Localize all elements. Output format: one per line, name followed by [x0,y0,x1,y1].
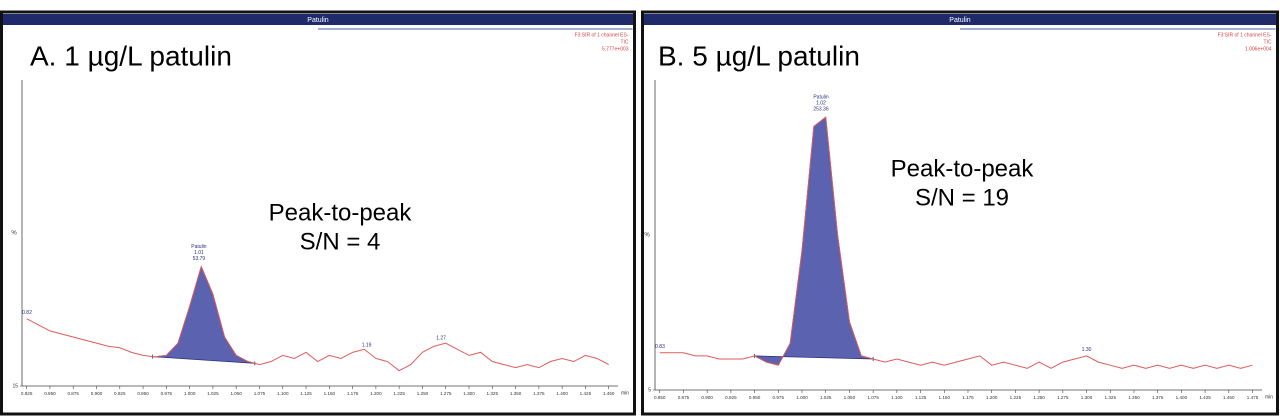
trace-info: F3:SIR of 1 channel ES- [1218,32,1272,38]
x-tick-label: 1.100 [277,391,289,396]
x-tick-label: 0.950 [749,395,761,400]
x-tick-label: 1.225 [1010,395,1022,400]
x-tick-label: 1.350 [510,391,522,396]
signal-trace [659,116,1253,369]
x-tick-label: 1.425 [580,391,592,396]
x-tick-label: 1.050 [230,391,242,396]
x-tick-label: 1.350 [1128,395,1140,400]
retention-label: 1.30 [1082,347,1092,353]
x-tick-label: 1.250 [417,391,429,396]
trace-info: F3:SIR of 1 channel ES- [575,32,629,38]
x-tick-label: 0.950 [137,391,149,396]
x-tick-label: 1.375 [533,391,545,396]
header-bar [644,14,1276,25]
x-tick-label: 1.100 [891,395,903,400]
retention-label: 1.27 [436,336,446,342]
x-tick-label: 0.925 [114,391,126,396]
x-tick-label: 1.175 [962,395,974,400]
y-tick-label: 5 [648,387,651,393]
x-tick-label: 1.125 [300,391,312,396]
x-tick-label: 1.150 [324,391,336,396]
panel-frame [641,10,1279,416]
peak-area-label: 253.36 [813,107,829,113]
sn-annotation: Peak-to-peak [269,199,413,226]
peak-area [152,265,255,364]
retention-label: 0.82 [22,310,32,316]
x-tick-label: 1.375 [1152,395,1164,400]
sn-annotation: Peak-to-peak [891,155,1035,182]
trace-info: 1.006e+004 [1245,46,1272,52]
x-tick-label: 1.325 [487,391,499,396]
x-tick-label: 1.275 [440,391,452,396]
x-tick-label: 1.425 [1199,395,1211,400]
panel-title: Patulin [307,17,329,24]
x-tick-label: 0.825 [21,391,33,396]
x-tick-label: 0.900 [91,391,103,396]
sn-annotation: S/N = 4 [300,228,381,255]
x-tick-label: 1.050 [844,395,856,400]
x-tick-label: 1.250 [1033,395,1045,400]
sn-annotation: S/N = 19 [915,184,1009,211]
x-tick-label: 1.400 [556,391,568,396]
x-tick-label: 1.150 [939,395,951,400]
peak-area-label: 53.79 [193,256,206,262]
x-tick-label: 0.975 [161,391,173,396]
x-tick-label: 1.400 [1176,395,1188,400]
x-tick-label: 0.900 [701,395,713,400]
x-tick-label: 1.200 [370,391,382,396]
x-tick-label: 1.200 [986,395,998,400]
x-tick-label: 1.475 [1247,395,1259,400]
x-tick-label: 1.325 [1105,395,1117,400]
x-tick-label: 0.875 [678,395,690,400]
peak-rt: 1.02 [816,101,826,107]
x-tick-label: 1.450 [1223,395,1235,400]
peak-name: Patulin [191,244,207,250]
x-tick-label: 1.125 [915,395,927,400]
x-tick-label: 1.175 [347,391,359,396]
trace-info: 5.777e+003 [602,46,629,52]
x-unit-label: min [621,390,629,396]
x-tick-label: 1.300 [463,391,475,396]
header-bar [3,14,633,25]
x-tick-label: 1.450 [603,391,615,396]
peak-rt: 1.01 [194,250,204,256]
signal-trace [26,265,609,372]
x-tick-label: 1.275 [1057,395,1069,400]
x-tick-label: 1.225 [393,391,405,396]
y-axis-label: % [644,233,650,239]
x-tick-label: 1.075 [867,395,879,400]
peak-area [754,116,874,366]
trace-info: TIC [1263,39,1271,45]
x-tick-label: 0.850 [654,395,666,400]
panel-heading: A. 1 µg/L patulin [30,40,232,71]
y-tick-label: 15 [12,383,18,389]
y-axis-label: % [11,231,17,237]
x-tick-label: 0.975 [773,395,785,400]
panel-heading: B. 5 µg/L patulin [658,40,860,71]
x-tick-label: 0.850 [44,391,56,396]
retention-label: 1.19 [362,342,372,348]
x-unit-label: min [1265,394,1273,400]
x-tick-label: 1.075 [254,391,266,396]
x-tick-label: 1.000 [184,391,196,396]
x-tick-label: 1.000 [796,395,808,400]
retention-label: 0.83 [655,344,665,350]
x-tick-label: 1.300 [1081,395,1093,400]
trace-info: TIC [620,39,628,45]
x-tick-label: 1.025 [820,395,832,400]
x-tick-label: 0.875 [67,391,79,396]
panel-frame [0,10,636,416]
peak-name: Patulin [813,95,829,101]
x-tick-label: 1.025 [207,391,219,396]
panel-title: Patulin [949,17,971,24]
x-tick-label: 0.925 [725,395,737,400]
